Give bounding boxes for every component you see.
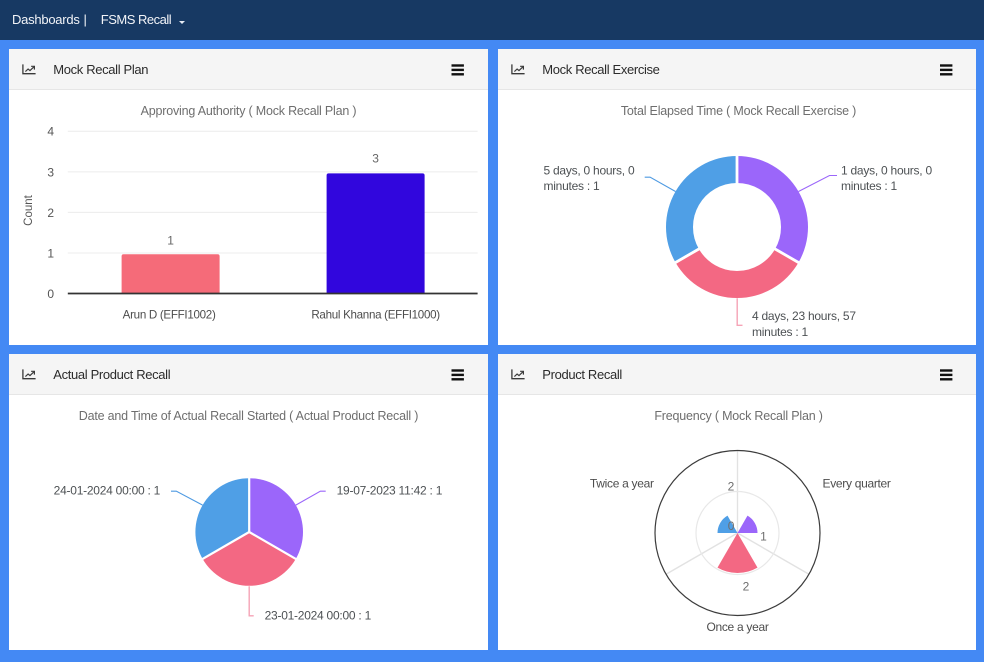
svg-text:Product Recall: Product Recall (542, 367, 622, 382)
svg-text:4 days, 23 hours, 57: 4 days, 23 hours, 57 (752, 309, 856, 323)
svg-text:3: 3 (48, 165, 55, 179)
svg-text:1: 1 (48, 246, 55, 260)
svg-text:minutes : 1: minutes : 1 (841, 179, 898, 193)
svg-text:19-07-2023 11:42 : 1: 19-07-2023 11:42 : 1 (337, 483, 443, 497)
svg-text:Rahul Khanna (EFFI1000): Rahul Khanna (EFFI1000) (312, 308, 441, 321)
svg-text:3: 3 (373, 151, 380, 165)
svg-text:1 days, 0 hours, 0: 1 days, 0 hours, 0 (841, 163, 932, 177)
svg-text:1: 1 (760, 530, 767, 544)
svg-text:Actual Product Recall: Actual Product Recall (54, 367, 171, 382)
svg-text:Every quarter: Every quarter (822, 477, 890, 491)
svg-text:23-01-2024 00:00 : 1: 23-01-2024 00:00 : 1 (265, 608, 372, 622)
svg-text:4: 4 (48, 125, 55, 139)
svg-text:Approving Authority ( Mock Rec: Approving Authority ( Mock Recall Plan ) (141, 104, 357, 118)
svg-text:0: 0 (48, 287, 55, 301)
svg-text:Count: Count (23, 194, 35, 225)
svg-text:Arun D (EFFI1002): Arun D (EFFI1002) (123, 308, 216, 321)
svg-text:Frequency ( Mock Recall Plan ): Frequency ( Mock Recall Plan ) (654, 409, 822, 423)
svg-text:2: 2 (727, 479, 734, 493)
svg-text:Date and Time of Actual Recall: Date and Time of Actual Recall Started (… (79, 409, 418, 423)
svg-text:2: 2 (48, 206, 55, 220)
svg-text:5 days, 0 hours, 0: 5 days, 0 hours, 0 (543, 163, 634, 177)
svg-text:minutes : 1: minutes : 1 (752, 325, 809, 339)
svg-text:Twice a year: Twice a year (589, 477, 653, 491)
svg-text:24-01-2024 00:00 : 1: 24-01-2024 00:00 : 1 (54, 483, 161, 497)
svg-text:Mock Recall Plan: Mock Recall Plan (54, 62, 149, 77)
svg-text:2: 2 (742, 580, 749, 594)
svg-text:Once a year: Once a year (706, 620, 768, 634)
svg-text:1: 1 (168, 233, 175, 247)
svg-text:0: 0 (727, 519, 734, 533)
svg-text:Total Elapsed Time ( Mock Reca: Total Elapsed Time ( Mock Recall Exercis… (620, 104, 855, 118)
svg-text:Mock Recall Exercise: Mock Recall Exercise (542, 62, 659, 77)
svg-text:minutes : 1: minutes : 1 (543, 179, 600, 193)
